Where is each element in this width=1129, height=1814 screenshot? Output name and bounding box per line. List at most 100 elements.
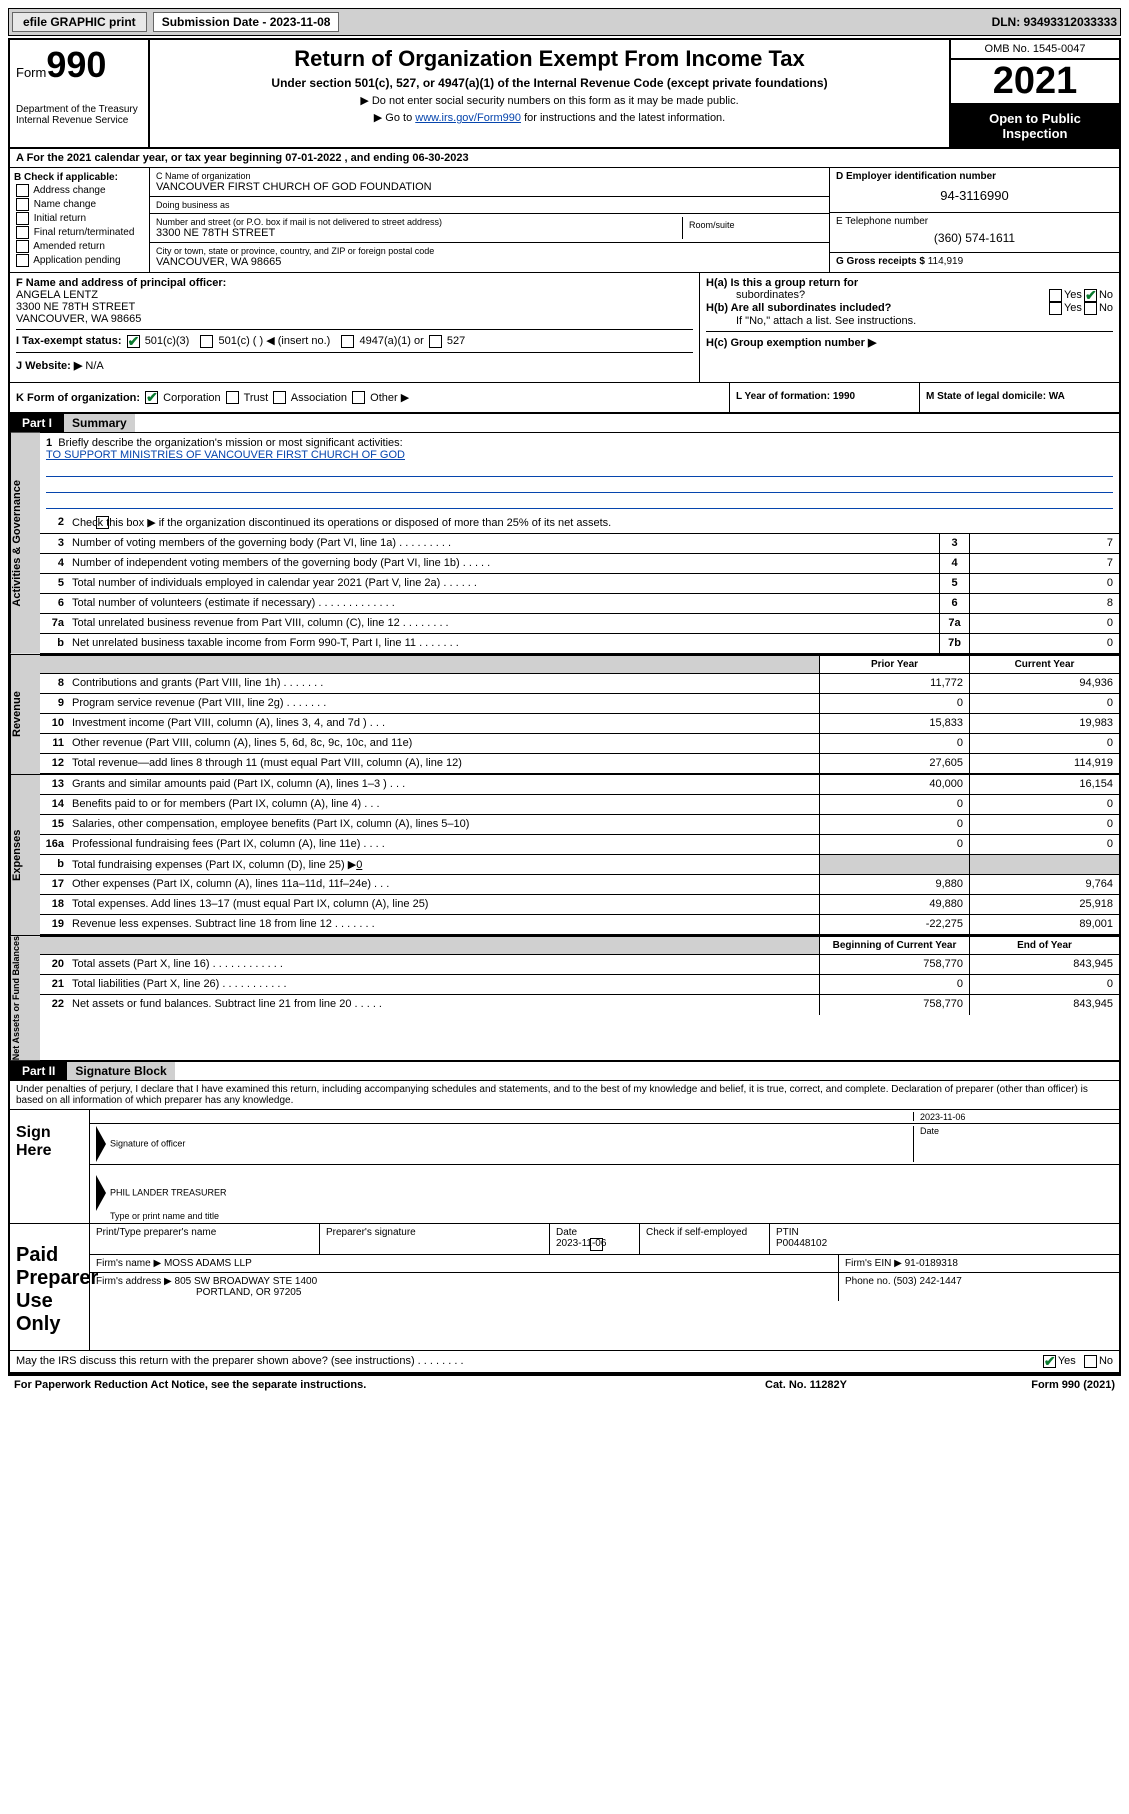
chk-4947[interactable]	[341, 335, 354, 348]
form-footer: Form 990 (2021)	[965, 1379, 1115, 1391]
prep-name-label: Print/Type preparer's name	[90, 1224, 320, 1254]
section-c: C Name of organization VANCOUVER FIRST C…	[150, 168, 829, 272]
hdr-beginning-year: Beginning of Current Year	[819, 937, 969, 954]
section-f-ij: F Name and address of principal officer:…	[10, 273, 699, 382]
website-label: J Website: ▶	[16, 360, 82, 372]
officer-name-title: PHIL LANDER TREASURER	[110, 1187, 227, 1197]
name-arrow-icon	[96, 1175, 106, 1211]
dba-label: Doing business as	[156, 200, 823, 210]
tax-year: 2021	[951, 60, 1119, 105]
catalog-number: Cat. No. 11282Y	[765, 1379, 965, 1391]
row-a-tax-year: A For the 2021 calendar year, or tax yea…	[10, 149, 1119, 168]
paperwork-notice: For Paperwork Reduction Act Notice, see …	[14, 1379, 765, 1391]
officer-name: ANGELA LENTZ	[16, 289, 98, 301]
chk-discuss-yes[interactable]	[1043, 1355, 1056, 1368]
l17-current: 9,764	[969, 875, 1119, 894]
chk-hb-yes[interactable]	[1049, 302, 1062, 315]
name-title-label: Type or print name and title	[96, 1211, 219, 1221]
part-1-title: Summary	[64, 414, 135, 432]
line-1-mission: 1 Briefly describe the organization's mi…	[40, 433, 1119, 513]
signature-officer-label: Signature of officer	[110, 1138, 185, 1148]
submission-date: Submission Date - 2023-11-08	[153, 12, 340, 32]
line-4-value: 7	[969, 554, 1119, 573]
open-to-public: Open to Public Inspection	[951, 105, 1119, 147]
chk-501c[interactable]	[200, 335, 213, 348]
ptin-value: P00448102	[776, 1238, 827, 1249]
form-label: Form	[16, 65, 46, 80]
l20-prior: 758,770	[819, 955, 969, 974]
b-header: B Check if applicable:	[14, 172, 118, 183]
officer-addr1: 3300 NE 78TH STREET	[16, 301, 135, 313]
chk-self-employed[interactable]	[590, 1238, 603, 1251]
header-right: OMB No. 1545-0047 2021 Open to Public In…	[949, 40, 1119, 147]
chk-amended-return[interactable]	[16, 240, 29, 253]
chk-trust[interactable]	[226, 391, 239, 404]
l16b-value: 0	[356, 859, 362, 871]
chk-501c3[interactable]	[127, 335, 140, 348]
chk-corporation[interactable]	[145, 391, 158, 404]
header-mid: Return of Organization Exempt From Incom…	[150, 40, 949, 147]
dept-treasury: Department of the Treasury	[16, 104, 142, 115]
line-7a-value: 0	[969, 614, 1119, 633]
l20-current: 843,945	[969, 955, 1119, 974]
l19-prior: -22,275	[819, 915, 969, 934]
part-2-title: Signature Block	[67, 1062, 174, 1080]
irs-label: Internal Revenue Service	[16, 115, 142, 126]
section-b-checkboxes: B Check if applicable: Address change Na…	[10, 168, 150, 272]
l10-current: 19,983	[969, 714, 1119, 733]
chk-address-change[interactable]	[16, 184, 29, 197]
irs-link[interactable]: www.irs.gov/Form990	[415, 112, 521, 124]
top-toolbar: efile GRAPHIC print Submission Date - 20…	[8, 8, 1121, 36]
form-990: Form990 Department of the Treasury Inter…	[8, 38, 1121, 1376]
l12-prior: 27,605	[819, 754, 969, 773]
chk-discuss-no[interactable]	[1084, 1355, 1097, 1368]
chk-application-pending[interactable]	[16, 254, 29, 267]
website-value: N/A	[85, 360, 103, 372]
tab-net-assets: Net Assets or Fund Balances	[10, 936, 40, 1060]
l9-prior: 0	[819, 694, 969, 713]
firm-addr2: PORTLAND, OR 97205	[96, 1287, 301, 1298]
chk-other[interactable]	[352, 391, 365, 404]
hdr-prior-year: Prior Year	[819, 656, 969, 673]
l22-prior: 758,770	[819, 995, 969, 1015]
chk-527[interactable]	[429, 335, 442, 348]
chk-hb-no[interactable]	[1084, 302, 1097, 315]
section-deg: D Employer identification number 94-3116…	[829, 168, 1119, 272]
efile-print-button[interactable]: efile GRAPHIC print	[12, 12, 147, 32]
chk-line2[interactable]	[96, 516, 109, 529]
sign-arrow-icon	[96, 1126, 106, 1162]
section-l: L Year of formation: 1990	[729, 383, 919, 413]
l19-current: 89,001	[969, 915, 1119, 934]
l22-current: 843,945	[969, 995, 1119, 1015]
tab-revenue: Revenue	[10, 655, 40, 774]
subtitle-3: ▶ Go to www.irs.gov/Form990 for instruct…	[156, 111, 943, 124]
chk-initial-return[interactable]	[16, 212, 29, 225]
tab-expenses: Expenses	[10, 775, 40, 935]
penalty-statement: Under penalties of perjury, I declare th…	[10, 1081, 1119, 1110]
subtitle-2: ▶ Do not enter social security numbers o…	[156, 94, 943, 107]
date-label: Date	[913, 1126, 1113, 1162]
chk-name-change[interactable]	[16, 198, 29, 211]
sign-here-label: Sign Here	[10, 1110, 90, 1223]
omb-number: OMB No. 1545-0047	[951, 40, 1119, 60]
firm-addr1: 805 SW BROADWAY STE 1400	[175, 1276, 318, 1287]
street-value: 3300 NE 78TH STREET	[156, 227, 682, 239]
chk-final-return[interactable]	[16, 226, 29, 239]
subtitle-1: Under section 501(c), 527, or 4947(a)(1)…	[156, 76, 943, 90]
officer-label: F Name and address of principal officer:	[16, 277, 226, 289]
chk-association[interactable]	[273, 391, 286, 404]
part-2-header: Part II	[10, 1062, 67, 1080]
hb-note: If "No," attach a list. See instructions…	[706, 315, 1113, 327]
l18-current: 25,918	[969, 895, 1119, 914]
hc-label: H(c) Group exemption number ▶	[706, 337, 876, 349]
line-6-value: 8	[969, 594, 1119, 613]
chk-ha-no[interactable]	[1084, 289, 1097, 302]
org-name-label: C Name of organization	[156, 171, 823, 181]
gross-receipts-label: G Gross receipts $	[836, 256, 925, 267]
gross-receipts-value: 114,919	[928, 256, 963, 267]
l14-prior: 0	[819, 795, 969, 814]
goto-post: for instructions and the latest informat…	[521, 112, 725, 124]
chk-ha-yes[interactable]	[1049, 289, 1062, 302]
firm-name: MOSS ADAMS LLP	[164, 1258, 252, 1269]
l11-prior: 0	[819, 734, 969, 753]
